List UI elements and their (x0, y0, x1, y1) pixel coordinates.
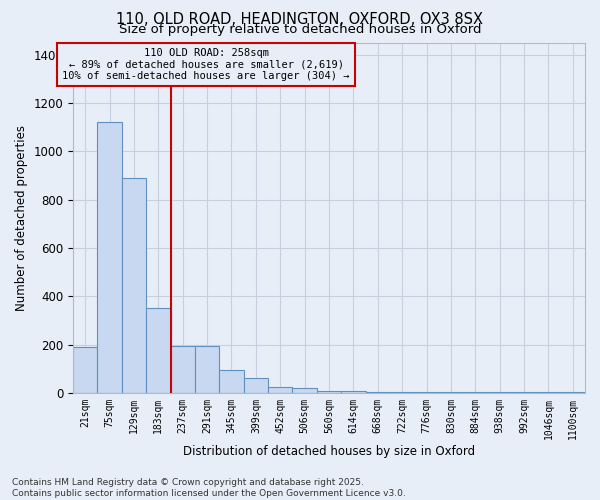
Bar (195, 346, 220, 393)
Bar (122, 178, 146, 393)
Bar (97, 122, 122, 393)
Bar (268, 387, 292, 393)
Y-axis label: Number of detached properties: Number of detached properties (15, 124, 28, 310)
Bar (220, 370, 244, 393)
X-axis label: Distribution of detached houses by size in Oxford: Distribution of detached houses by size … (183, 444, 475, 458)
Bar (73, 347, 97, 393)
Bar (244, 378, 268, 393)
Bar (341, 390, 365, 393)
Text: Size of property relative to detached houses in Oxford: Size of property relative to detached ho… (119, 22, 481, 36)
Bar (146, 308, 170, 393)
Bar (170, 346, 195, 393)
Bar (292, 388, 317, 393)
Text: 110 OLD ROAD: 258sqm
← 89% of detached houses are smaller (2,619)
10% of semi-de: 110 OLD ROAD: 258sqm ← 89% of detached h… (62, 48, 350, 81)
Bar (390, 392, 415, 393)
Text: 110, OLD ROAD, HEADINGTON, OXFORD, OX3 8SX: 110, OLD ROAD, HEADINGTON, OXFORD, OX3 8… (116, 12, 484, 28)
Text: Contains HM Land Registry data © Crown copyright and database right 2025.
Contai: Contains HM Land Registry data © Crown c… (12, 478, 406, 498)
Bar (317, 391, 341, 393)
Bar (365, 392, 390, 393)
Bar (439, 392, 463, 393)
Bar (415, 392, 439, 393)
